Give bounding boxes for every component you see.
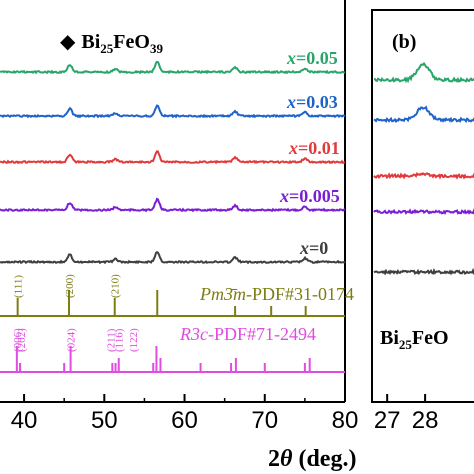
panel-b-frame <box>371 9 474 403</box>
legend-sub1: 25 <box>100 41 114 56</box>
x-tick-label-50: 50 <box>91 407 118 434</box>
series-x0005-label: x=0.005 <box>279 186 340 206</box>
r3c-hkl-label: (211) <box>106 328 118 352</box>
r3c-hkl-label: (006) <box>12 328 24 352</box>
panel-b: (b) 27 28 Bi25FeO <box>371 9 474 434</box>
series-x001-label: x=0.01 <box>288 138 340 158</box>
r3c-hkl-label: (024) <box>66 328 78 352</box>
b-series-x0005-line <box>373 207 474 215</box>
legend-sub2: 39 <box>150 41 164 56</box>
b-x-tick-label-27: 27 <box>374 407 401 434</box>
x-tick-label-40: 40 <box>11 407 38 434</box>
legend-mid: FeO <box>113 31 150 53</box>
b-series-x0-line <box>373 267 474 276</box>
panel-b-series <box>373 61 474 276</box>
series-x003-label: x=0.03 <box>286 92 338 112</box>
x-tick-label-70: 70 <box>251 407 278 434</box>
b-series-x003-line <box>373 105 474 124</box>
b-series-x005-line <box>374 61 474 84</box>
pm3m-hkl-label: (210) <box>110 274 122 298</box>
panel-b-tag: (b) <box>392 31 416 53</box>
b-x-tick-label-28: 28 <box>412 407 439 434</box>
panel-b-x-ticks: 27 28 <box>374 394 439 434</box>
panel-a: 40 50 60 70 80 x=0.05x=0.03x=0.01x=0.005x=0 … <box>0 0 358 472</box>
series-x005-label: x=0.05 <box>286 48 338 68</box>
pm3m-reference-label: Pm3̄m-PDF#31-0174 <box>199 284 354 304</box>
r3c-reference-label: R3c-PDF#71-2494 <box>179 324 316 344</box>
legend: ◆ Bi25FeO39 <box>60 31 163 56</box>
panel-a-x-ticks: 40 50 60 70 80 <box>11 394 359 434</box>
series-x0-line <box>0 251 346 265</box>
legend-compound: Bi <box>81 31 100 53</box>
series-x003-line <box>0 104 346 119</box>
pm3m-hkl-label: (200) <box>64 274 76 298</box>
r3c-hkl-label: (122) <box>128 328 140 352</box>
x-tick-label-60: 60 <box>171 407 198 434</box>
x-tick-label-80: 80 <box>332 407 359 434</box>
panel-a-reference-patterns: (111) (200) (210) Pm3̄m-PDF#31-0174 (006)(20… <box>0 274 354 373</box>
r3c-hkl-label: (116) <box>114 328 126 352</box>
pm3m-hkl-label: (111) <box>13 275 25 298</box>
b-series-x001-line <box>373 171 474 180</box>
panel-b-compound-label: Bi25FeO <box>380 327 449 352</box>
legend-diamond-marker: ◆ <box>60 31 76 53</box>
x-axis-title: 2θ (deg.) <box>268 446 356 472</box>
panel-a-series: x=0.05 x=0.03 x=0.01 x=0.005 x=0 <box>0 48 346 265</box>
series-x0005-line <box>0 197 346 213</box>
series-x001-line <box>0 150 346 165</box>
svg-text:◆Bi25FeO39: ◆ Bi25FeO39 <box>60 31 163 56</box>
series-x005-line <box>0 60 346 75</box>
series-x0-label: x=0 <box>299 238 328 258</box>
r3c-hkl-label: (202) <box>16 328 28 352</box>
